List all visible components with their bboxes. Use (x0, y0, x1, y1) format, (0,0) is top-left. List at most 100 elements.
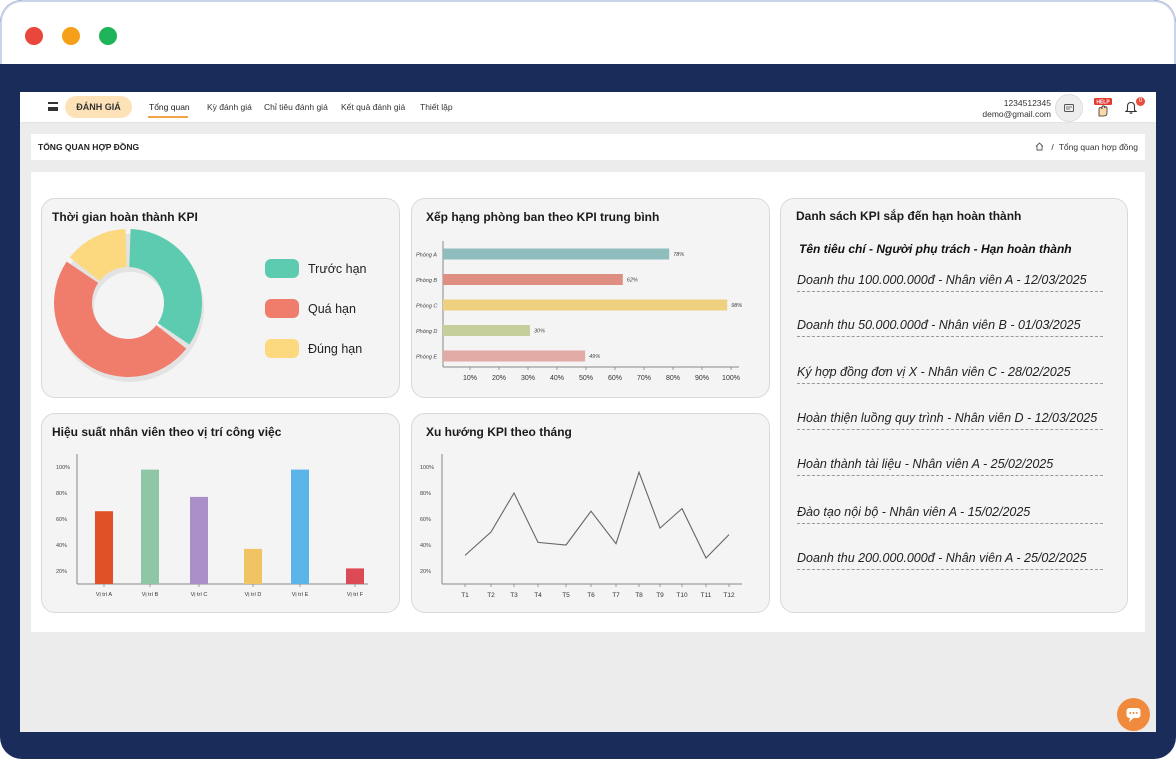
kpi-deadline-item[interactable]: Hoàn thiện luồng quy trình - Nhân viên D… (797, 411, 1098, 425)
trend-line (464, 470, 730, 559)
tick-label: 60% (608, 375, 622, 382)
tick-label: 10% (463, 375, 477, 382)
y-tick-label: 60% (56, 517, 67, 523)
help-button[interactable]: HELP (1094, 98, 1112, 118)
kpi-deadline-item[interactable]: Doanh thu 200.000.000đ - Nhân viên A - 2… (797, 551, 1087, 565)
window-minimize-button[interactable] (62, 27, 80, 45)
kpi-completion-card: Thời gian hoàn thành KPI Trước hạn Quá hạ… (41, 198, 400, 398)
category-label: Vị trí F (347, 592, 364, 598)
dashed-divider (797, 429, 1103, 430)
breadcrumb-separator: / (1051, 142, 1054, 152)
kpi-deadline-item[interactable]: Đào tạo nội bộ - Nhân viên A - 15/02/202… (797, 505, 1031, 519)
bar (443, 350, 586, 362)
dashed-divider (797, 475, 1103, 476)
kpi-trend-card: Xu hướng KPI theo tháng 20% 40% 60% 80% 100%… (411, 413, 770, 613)
kpi-deadline-item[interactable]: Doanh thu 100.000.000đ - Nhân viên A - 1… (797, 273, 1087, 287)
bar (291, 469, 309, 584)
tick-label: 50% (579, 375, 593, 382)
bell-icon[interactable] (1124, 101, 1138, 115)
donut-slice-1 (129, 229, 202, 345)
breadcrumb: / Tổng quan hợp đồng (1035, 142, 1138, 152)
tick-label: 90% (695, 375, 709, 382)
app-screen: ĐÁNH GIÁ Tổng quan Kỳ đánh giá Chỉ tiêu … (20, 92, 1156, 732)
avatar[interactable] (1055, 94, 1083, 122)
dashed-divider (797, 569, 1103, 570)
window-maximize-button[interactable] (99, 27, 117, 45)
tick-label: 40% (550, 375, 564, 382)
x-tick-label: T9 (656, 592, 664, 599)
legend-swatch-2 (265, 299, 299, 318)
dashed-divider (797, 383, 1103, 384)
module-brand-button[interactable]: ĐÁNH GIÁ (65, 96, 132, 118)
category-label: Vị trí D (245, 592, 262, 598)
home-icon[interactable] (1035, 142, 1044, 151)
nav-tab-settings[interactable]: Thiết lập (420, 102, 453, 112)
category-label: Phòng C (416, 304, 437, 310)
donut-slice-3 (69, 229, 127, 281)
card-title: Hiệu suất nhân viên theo vị trí công việ… (52, 425, 282, 439)
nav-tab-evaluation-period[interactable]: Kỳ đánh giá (207, 102, 252, 112)
bar (95, 511, 113, 584)
y-tick-label: 40% (56, 543, 67, 549)
dashed-divider (797, 291, 1103, 292)
user-phone: 1234512345 (1003, 98, 1051, 108)
y-tick-label: 80% (420, 491, 431, 497)
card-title: Danh sách KPI sắp đến hạn hoàn thành (796, 209, 1022, 223)
value-label: 30% (534, 329, 545, 335)
help-label: HELP (1096, 100, 1110, 106)
tick-label: 30% (521, 375, 535, 382)
page-header: TỔNG QUAN HỢP ĐỒNG / Tổng quan hợp đồng (31, 134, 1145, 160)
tick-label: 80% (666, 375, 680, 382)
y-tick-label: 60% (420, 517, 431, 523)
legend-label-3: Đúng hạn (308, 342, 362, 356)
x-tick-label: T4 (534, 592, 542, 599)
nav-tab-evaluation-criteria[interactable]: Chỉ tiêu đánh giá (264, 102, 328, 112)
x-tick-label: T7 (612, 592, 620, 599)
kpi-deadline-item[interactable]: Doanh thu 50.000.000đ - Nhân viên B - 01… (797, 318, 1081, 332)
chat-button[interactable] (1117, 698, 1150, 731)
value-label: 78% (673, 252, 684, 258)
category-label: Vị trí C (191, 592, 208, 598)
y-tick-label: 100% (56, 465, 70, 471)
menu-icon[interactable] (48, 102, 58, 111)
bar (443, 248, 670, 260)
chat-icon (1126, 708, 1141, 722)
value-label: 98% (731, 303, 742, 309)
x-tick-label: T2 (487, 592, 495, 599)
breadcrumb-current: Tổng quan hợp đồng (1058, 142, 1138, 152)
x-tick-label: T10 (676, 592, 688, 599)
user-email: demo@gmail.com (982, 109, 1051, 119)
bar (443, 325, 530, 336)
top-navigation: ĐÁNH GIÁ Tổng quan Kỳ đánh giá Chỉ tiêu … (20, 92, 1156, 123)
window-close-button[interactable] (25, 27, 43, 45)
nav-tab-overview[interactable]: Tổng quan (149, 102, 190, 112)
department-ranking-card: Xếp hạng phòng ban theo KPI trung bình P… (411, 198, 770, 398)
vertical-bar-chart: 20% 40% 60% 80% 100% Vị trí A Vị trí B Vị trí C… (56, 454, 368, 598)
value-label: 62% (627, 278, 638, 284)
id-card-icon (1064, 104, 1074, 112)
nav-tab-evaluation-results[interactable]: Kết quả đánh giá (341, 102, 406, 112)
category-label: Phòng A (416, 253, 437, 259)
category-label: Phòng B (416, 278, 437, 284)
x-tick-label: T6 (587, 592, 595, 599)
category-label: Vị trí A (96, 592, 113, 598)
kpi-deadline-item[interactable]: Hoàn thành tài liệu - Nhân viên A - 25/0… (797, 457, 1054, 471)
help-hand-icon: HELP (1094, 98, 1112, 117)
y-tick-label: 80% (56, 491, 67, 497)
kpi-deadline-list-card: Danh sách KPI sắp đến hạn hoàn thành Tên… (780, 198, 1128, 613)
kpi-deadline-item[interactable]: Ký hợp đồng đơn vị X - Nhân viên C - 28/… (797, 365, 1071, 379)
y-tick-label: 100% (420, 465, 434, 471)
card-title: Xu hướng KPI theo tháng (426, 425, 572, 439)
bar (346, 568, 364, 584)
legend-swatch-1 (265, 259, 299, 278)
legend-label-1: Trước hạn (308, 262, 367, 276)
x-tick-label: T11 (701, 592, 712, 599)
dashed-divider (797, 523, 1103, 524)
x-tick-label: T5 (562, 592, 570, 599)
x-tick-label: T8 (635, 592, 643, 599)
line-chart: 20% 40% 60% 80% 100% T1 T2 T3 T4 T5 T6 T7 T8 T9 T10 T11… (420, 454, 742, 599)
card-title: Xếp hạng phòng ban theo KPI trung bình (426, 210, 660, 224)
bar (443, 299, 728, 311)
value-label: 49% (589, 354, 600, 360)
